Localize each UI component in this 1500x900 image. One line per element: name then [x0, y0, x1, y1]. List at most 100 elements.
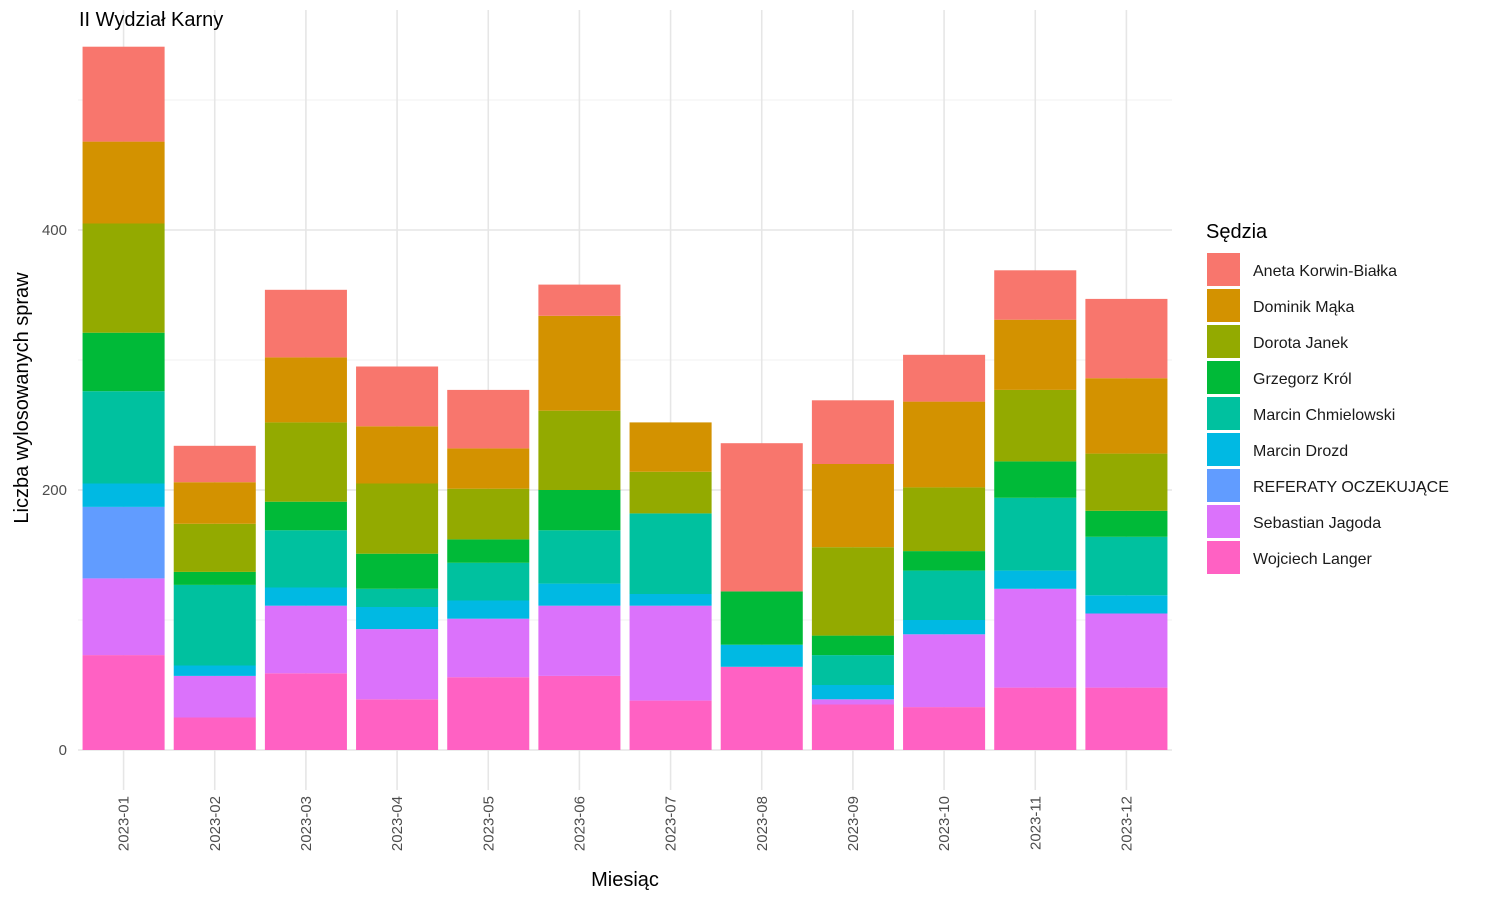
bar-segment — [356, 588, 439, 607]
bar-segment — [629, 605, 712, 701]
bar-segment — [1085, 687, 1168, 750]
bar-segment — [720, 666, 803, 750]
bar-segment — [1085, 298, 1168, 379]
bar-segment — [264, 289, 347, 358]
bar-segment — [173, 675, 256, 718]
bar-segment — [173, 523, 256, 572]
legend-swatch — [1207, 253, 1240, 286]
bar-segment — [173, 571, 256, 585]
bar-segment — [1085, 510, 1168, 537]
legend-title: Sędzia — [1206, 221, 1268, 243]
bar-segment — [629, 422, 712, 472]
x-tick-label: 2023-05 — [480, 796, 497, 851]
bar-segment — [447, 618, 530, 678]
bar-segment — [811, 400, 894, 464]
bar-segment — [629, 700, 712, 750]
bar-segment — [903, 620, 986, 635]
legend-swatch — [1207, 361, 1240, 394]
bar-segment — [447, 488, 530, 540]
x-tick-label: 2023-04 — [389, 796, 406, 851]
bar-segment — [538, 410, 621, 490]
bar-segment — [720, 591, 803, 645]
bar-segment — [356, 607, 439, 630]
legend-label: Grzegorz Król — [1253, 371, 1352, 388]
bar-segment — [264, 587, 347, 606]
bar-segment — [82, 483, 165, 507]
bar-segment — [264, 605, 347, 674]
bar-segment — [447, 677, 530, 750]
bar-segment — [264, 501, 347, 531]
legend: Sędzia Aneta Korwin-Białka Dominik Mąka Do… — [1206, 221, 1449, 574]
bar-segment — [173, 445, 256, 483]
x-axis-tick-labels: 2023-01 2023-02 2023-03 2023-04 2023-05 2023-… — [116, 796, 1136, 851]
bar-segment — [356, 553, 439, 589]
bar-segment — [811, 655, 894, 685]
bar-segment — [538, 675, 621, 750]
bar-segment — [811, 635, 894, 656]
bar-segment — [994, 588, 1077, 688]
bar-segment — [720, 443, 803, 592]
bar-segment — [629, 471, 712, 514]
bar-segment — [903, 354, 986, 402]
bar-segment — [1085, 536, 1168, 596]
bar-segment — [994, 461, 1077, 498]
x-tick-label: 2023-08 — [754, 796, 771, 851]
bar-segment — [538, 490, 621, 531]
bar-segment — [903, 401, 986, 488]
bar-segment — [994, 319, 1077, 390]
legend-label: Marcin Chmielowski — [1253, 407, 1395, 424]
bar-segment — [629, 513, 712, 594]
chart-title: II Wydział Karny — [79, 9, 223, 31]
legend-swatch — [1207, 325, 1240, 358]
bar-segment — [447, 448, 530, 489]
bar-segment — [903, 707, 986, 750]
bar-segment — [264, 530, 347, 588]
y-tick-label: 0 — [59, 742, 67, 759]
legend-swatch — [1207, 433, 1240, 466]
bar-segment — [1085, 378, 1168, 454]
legend-label: Dominik Mąka — [1253, 299, 1354, 316]
bar-segment — [811, 699, 894, 705]
bar-segment — [356, 366, 439, 427]
y-tick-label: 400 — [42, 222, 67, 239]
legend-label: Sebastian Jagoda — [1253, 515, 1381, 532]
bar-segment — [173, 717, 256, 750]
x-tick-label: 2023-11 — [1027, 796, 1044, 850]
bar-segment — [1085, 453, 1168, 511]
bar-segment — [264, 357, 347, 423]
bar-segment — [264, 673, 347, 750]
bar-segment — [994, 687, 1077, 750]
legend-swatch — [1207, 289, 1240, 322]
bar-segment — [811, 685, 894, 700]
legend-swatch — [1207, 397, 1240, 430]
bar-segment — [82, 655, 165, 750]
bar-segment — [811, 464, 894, 548]
bar-segment — [994, 497, 1077, 571]
bar-segment — [538, 605, 621, 676]
bar-segment — [82, 332, 165, 392]
bar-segment — [994, 270, 1077, 320]
bar-segment — [538, 583, 621, 606]
bar-segment — [1085, 595, 1168, 614]
bar-segment — [82, 506, 165, 579]
bar-segment — [994, 389, 1077, 462]
legend-label: Aneta Korwin-Białka — [1253, 263, 1397, 280]
bar-segment — [447, 562, 530, 601]
legend-label: REFERATY OCZEKUJĄCE — [1253, 479, 1449, 496]
bar-segment — [1085, 613, 1168, 688]
y-tick-label: 200 — [42, 482, 67, 499]
bar-segment — [903, 487, 986, 552]
x-tick-label: 2023-01 — [116, 796, 133, 851]
x-tick-label: 2023-10 — [936, 796, 953, 851]
bar-segment — [82, 141, 165, 224]
x-tick-label: 2023-12 — [1118, 796, 1135, 851]
bar-segment — [629, 594, 712, 606]
bar-segment — [82, 391, 165, 484]
x-tick-label: 2023-09 — [845, 796, 862, 851]
bar-segment — [173, 584, 256, 666]
x-tick-label: 2023-03 — [298, 796, 315, 851]
bar-segment — [538, 284, 621, 316]
bar-segment — [82, 46, 165, 142]
bar-segment — [173, 665, 256, 676]
